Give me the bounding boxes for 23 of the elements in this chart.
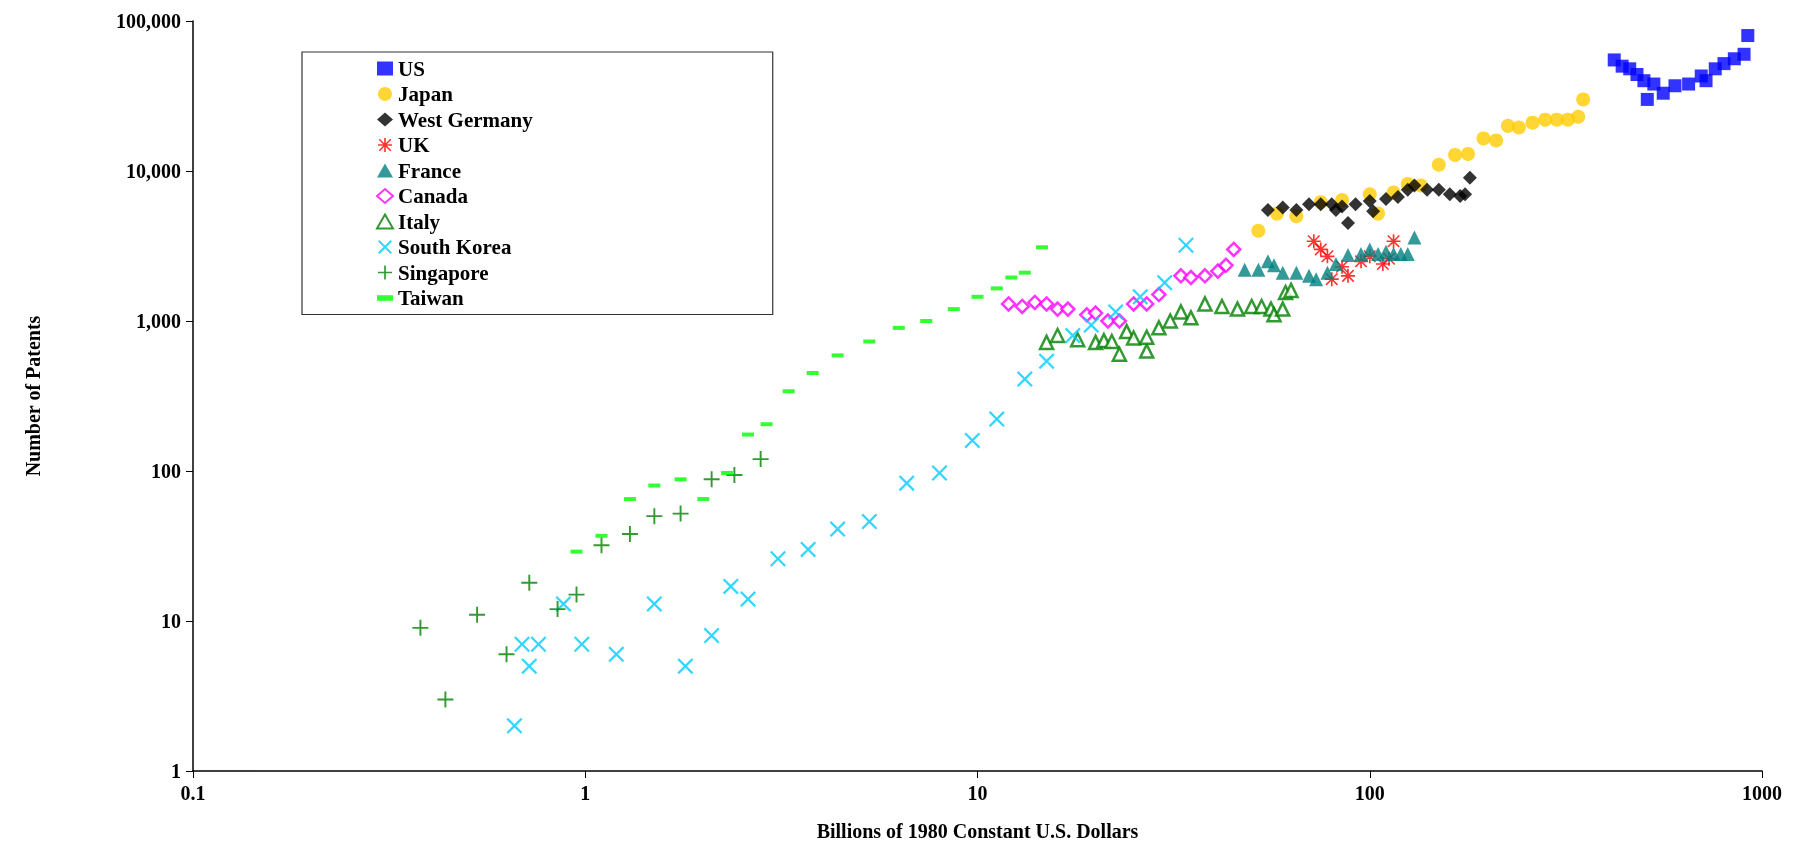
y-tick-label: 100 <box>151 460 181 482</box>
legend-label: Taiwan <box>398 286 465 310</box>
y-tick-label: 1,000 <box>136 310 181 332</box>
x-axis-title: Billions of 1980 Constant U.S. Dollars <box>816 820 1139 842</box>
legend-label: UK <box>398 133 431 157</box>
legend-label: Canada <box>398 184 469 208</box>
legend-label: Italy <box>398 209 441 234</box>
legend-label: Japan <box>398 82 454 106</box>
legend-label: West Germany <box>398 107 534 132</box>
x-tick-label: 100 <box>1354 782 1385 804</box>
x-tick-label: 0.1 <box>180 782 206 804</box>
x-tick-label: 10 <box>967 782 988 804</box>
y-axis-title: Number of Patents <box>22 315 44 477</box>
legend-label: US <box>398 56 425 81</box>
x-tick-label: 1 <box>580 782 591 804</box>
y-tick-label: 10,000 <box>126 160 181 182</box>
y-tick-label: 10 <box>161 610 181 632</box>
y-tick-label: 1 <box>171 760 181 782</box>
legend-label: Singapore <box>398 260 489 285</box>
y-tick-label: 100,000 <box>116 10 181 32</box>
legend-label: France <box>398 158 461 183</box>
legend-label: South Korea <box>398 235 512 259</box>
x-tick-label: 1000 <box>1742 782 1782 804</box>
